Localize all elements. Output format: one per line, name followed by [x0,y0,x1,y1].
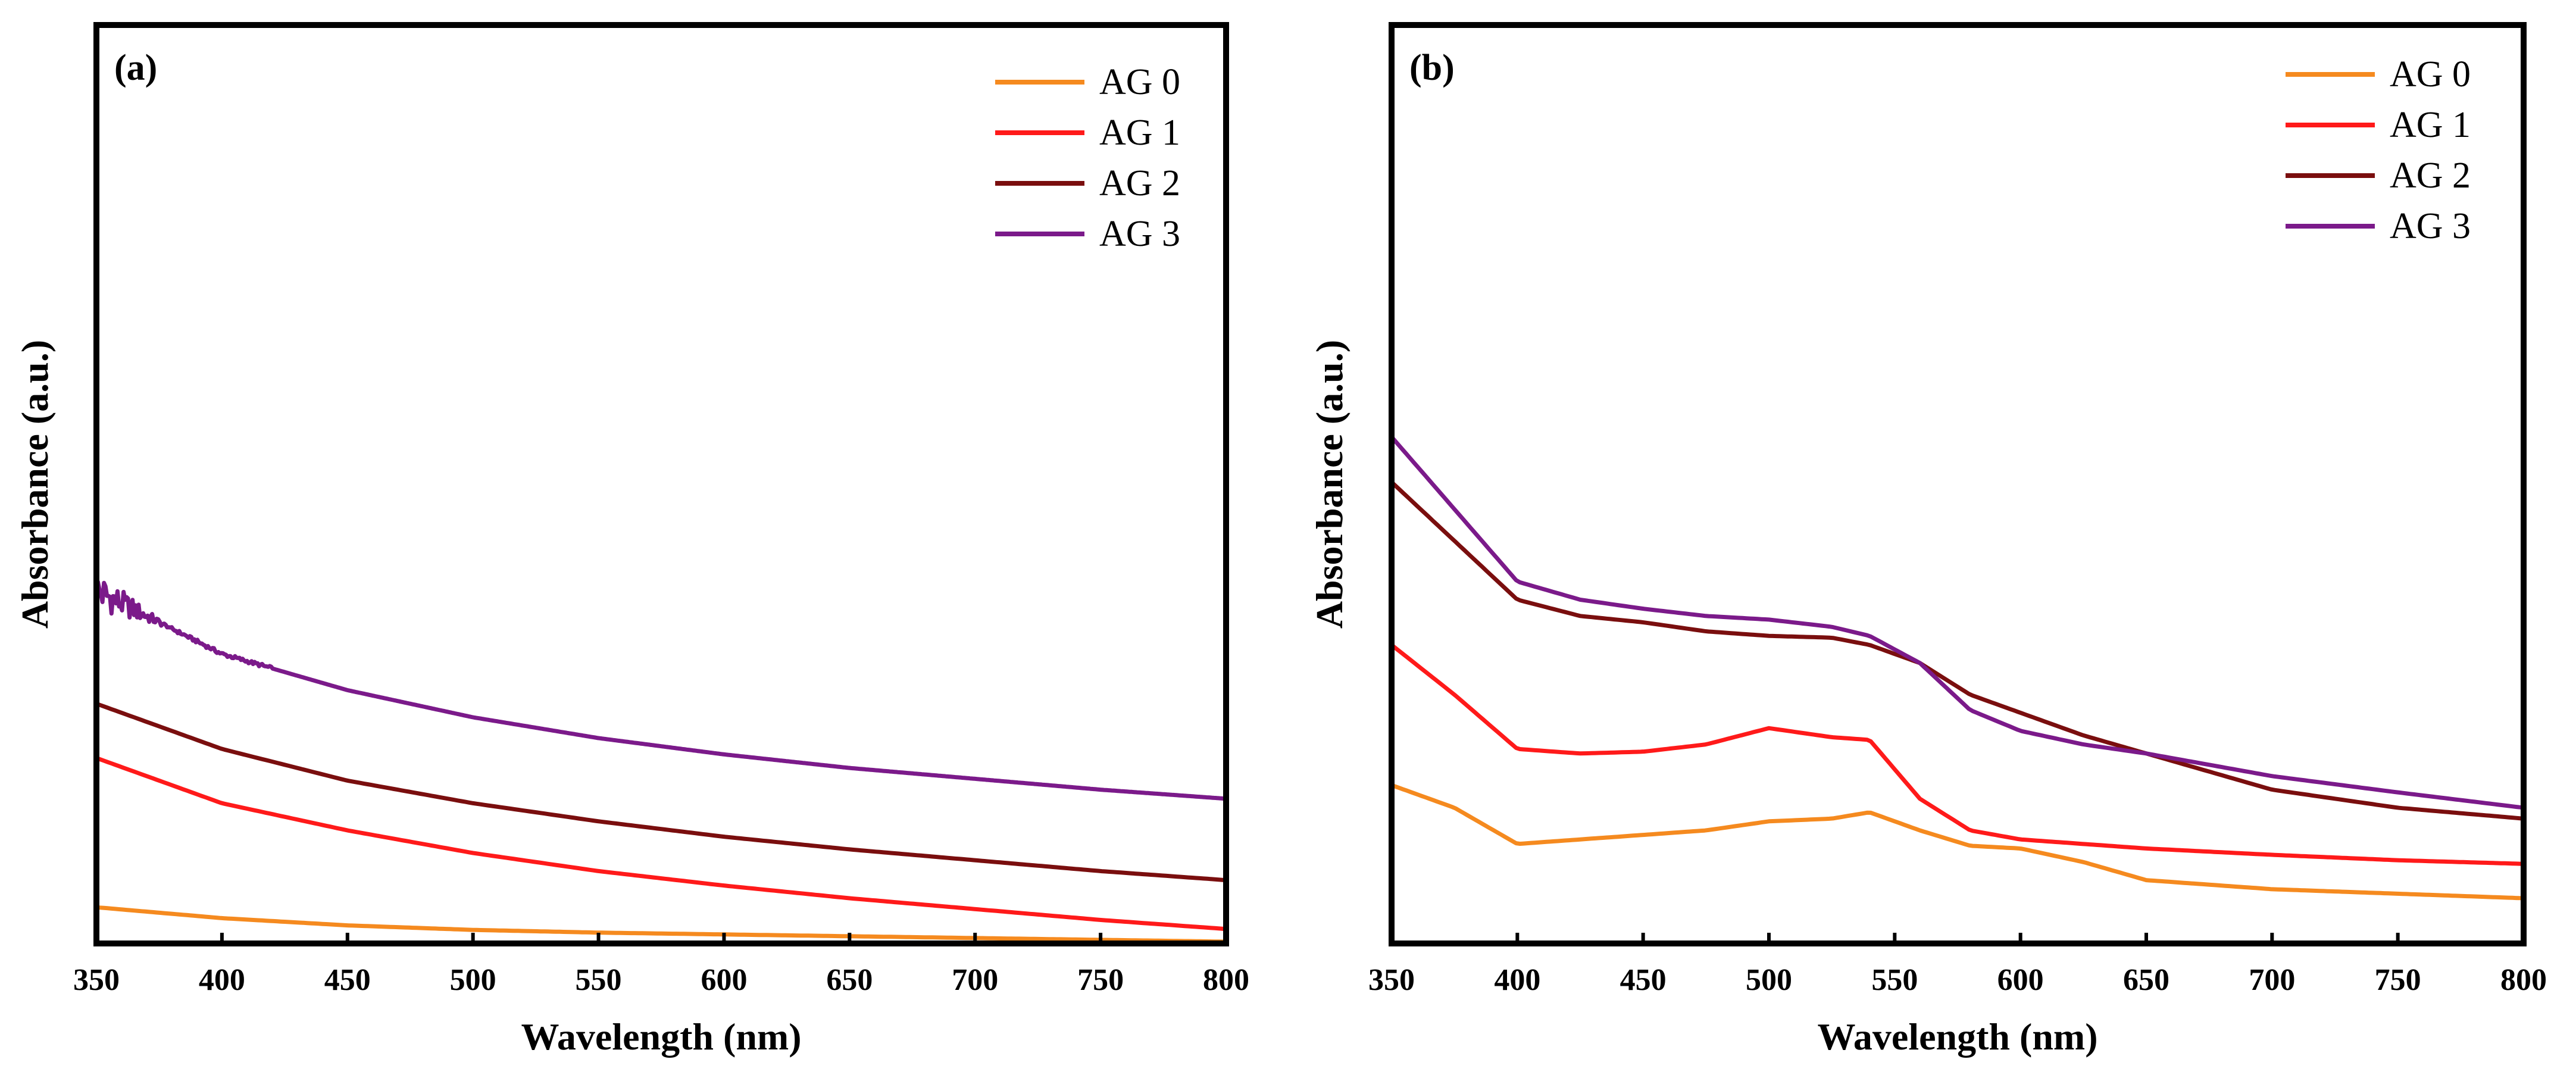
x-tick-label: 400 [1494,963,1540,997]
legend: AG 0 AG 1 AG 2 AG 3 [2286,54,2471,246]
x-tick-label: 500 [1746,963,1792,997]
series-group [96,580,1226,943]
x-tick-label: 700 [952,963,998,997]
y-axis-title: Absorbance (a.u.) [1308,340,1350,629]
legend-label: AG 2 [1099,163,1180,204]
x-tick-label: 800 [1203,963,1249,997]
legend-label: AG 1 [2390,105,2471,145]
chart-panel-a: 350 400 450 500 550 600 650 700 750 800 (a) Wavelen… [14,22,1249,1058]
x-tick-label: 350 [73,963,120,997]
legend-label: AG 0 [1099,62,1180,102]
series-line-ag-3 [1392,435,2524,810]
legend-label: AG 3 [2390,206,2471,246]
x-tick-label: 650 [826,963,873,997]
legend-label: AG 2 [2390,155,2471,196]
series-line-ag-0 [96,905,1226,943]
legend: AG 0 AG 1 AG 2 AG 3 [995,62,1180,254]
x-tick-label: 450 [324,963,371,997]
series-line-ag-3 [96,580,1226,801]
x-tick-label: 650 [2123,963,2169,997]
x-tick-label: 750 [1077,963,1124,997]
series-line-ag-0 [1392,783,2524,901]
x-tick-label: 800 [2500,963,2547,997]
series-line-ag-1 [96,756,1226,932]
plot-frame [93,22,1229,946]
x-tick-label: 750 [2375,963,2421,997]
series-line-ag-2 [96,701,1226,883]
panel-label: (b) [1409,48,1455,88]
legend-label: AG 3 [1099,214,1180,254]
y-axis-title: Absorbance (a.u.) [14,340,56,629]
panel-label: (a) [114,48,157,88]
x-tick-label: 600 [1997,963,2044,997]
x-tick-label: 600 [701,963,747,997]
x-tick-label: 350 [1368,963,1415,997]
x-tick-label: 550 [576,963,622,997]
series-line-ag-1 [1392,643,2524,866]
chart-panel-b: 350 400 450 500 550 600 650 700 750 800 (b) Wavelen… [1308,22,2547,1058]
series-group [1392,435,2524,901]
x-tick-label: 400 [199,963,245,997]
x-tick-label: 550 [1871,963,1918,997]
x-tick-label: 450 [1620,963,1667,997]
series-line-ag-2 [1392,480,2524,821]
plot-frame [1389,22,2527,946]
x-axis-title: Wavelength (nm) [1817,1015,2097,1058]
legend-label: AG 0 [2390,54,2471,95]
legend-label: AG 1 [1099,113,1180,153]
x-tick-label: 700 [2249,963,2295,997]
x-axis-title: Wavelength (nm) [521,1015,801,1058]
x-tick-label: 500 [450,963,496,997]
